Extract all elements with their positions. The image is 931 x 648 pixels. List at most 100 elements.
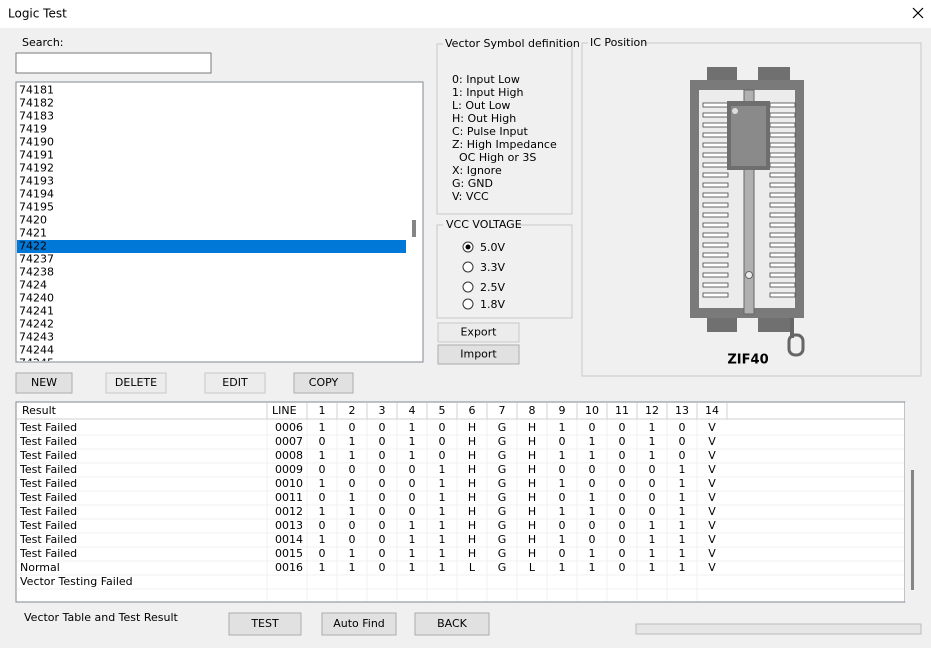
ic-list: 7418174182741837419741907419174192741937…	[17, 84, 406, 370]
table-header-bg	[17, 403, 904, 419]
table-cell: 0	[619, 463, 626, 476]
list-button[interactable]: EDIT	[204, 372, 266, 394]
list-item[interactable]: 74237	[19, 253, 54, 266]
title-bar	[0, 0, 931, 28]
column-header: 3	[379, 404, 386, 417]
table-cell: 1	[319, 477, 326, 490]
table-cell: 0	[349, 519, 356, 532]
symbol-line: L: Out Low	[452, 99, 510, 112]
table-cell: 1	[439, 561, 446, 574]
table-cell: 1	[679, 533, 686, 546]
footer-button[interactable]: TEST	[228, 612, 302, 636]
symbol-line: Z: High Impedance	[452, 138, 557, 151]
button-label: Export	[460, 326, 497, 339]
radio[interactable]	[462, 281, 474, 293]
radio-label[interactable]: 1.8V	[480, 298, 505, 311]
table-cell: L	[469, 561, 476, 574]
pin	[769, 272, 796, 278]
list-item[interactable]: 74190	[19, 136, 54, 149]
table-cell: 0	[409, 463, 416, 476]
button-face	[414, 612, 490, 636]
table-cell: V	[708, 505, 716, 518]
list-item[interactable]: 7420	[19, 214, 47, 227]
radio-label[interactable]: 3.3V	[480, 261, 505, 274]
table-cell: 1	[319, 561, 326, 574]
table-cell: G	[498, 491, 507, 504]
table-cell: 0013	[275, 519, 303, 532]
pin	[702, 122, 729, 128]
list-button[interactable]: COPY	[293, 372, 354, 394]
table-cell: 0	[679, 421, 686, 434]
radio[interactable]	[462, 298, 474, 310]
list-item[interactable]: 74194	[19, 188, 54, 201]
ic-listbox[interactable]	[15, 81, 424, 363]
table-cell: 0	[589, 519, 596, 532]
table-cell: 0	[349, 421, 356, 434]
button-face	[105, 372, 167, 394]
table-cell: 1	[589, 561, 596, 574]
list-item[interactable]: 7424	[19, 279, 47, 292]
table-cell: 0	[379, 519, 386, 532]
list-item[interactable]: 74243	[19, 331, 54, 344]
table-cell: 0016	[275, 561, 303, 574]
radio-label[interactable]: 5.0V	[480, 241, 505, 254]
list-item[interactable]: 74183	[19, 110, 54, 123]
table-cell: H	[528, 547, 536, 560]
list-item[interactable]: 74245	[19, 357, 54, 370]
search-input[interactable]	[15, 52, 212, 74]
io-button[interactable]: Export	[437, 322, 520, 343]
table-scroll-thumb[interactable]	[911, 470, 914, 590]
table-cell: V	[708, 421, 716, 434]
button-label: EDIT	[222, 376, 248, 389]
symbol-group-title: Vector Symbol definition	[445, 37, 580, 50]
table-cell: 1	[319, 421, 326, 434]
table-cell: 1	[349, 449, 356, 462]
symbol-line: X: Ignore	[452, 164, 502, 177]
table-cell: 1	[409, 519, 416, 532]
list-item[interactable]: 74240	[19, 292, 54, 305]
close-button[interactable]	[912, 7, 924, 19]
table-cell: H	[468, 491, 476, 504]
list-item[interactable]: 74192	[19, 162, 54, 175]
table-cell: 1	[409, 435, 416, 448]
button-label: BACK	[437, 617, 468, 630]
zif-socket	[690, 67, 805, 357]
group-title-bg	[588, 37, 644, 49]
list-item[interactable]: 74244	[19, 344, 54, 357]
list-item[interactable]: 74195	[19, 201, 54, 214]
list-item[interactable]: 74241	[19, 305, 54, 318]
list-item[interactable]: 74242	[19, 318, 54, 331]
radio-dot	[465, 244, 471, 250]
list-item[interactable]: 7419	[19, 123, 47, 136]
result-cell: Test Failed	[19, 505, 77, 518]
button-label: Auto Find	[333, 617, 385, 630]
table-cell: 0	[379, 533, 386, 546]
result-cell: Test Failed	[19, 477, 77, 490]
list-item[interactable]: 74181	[19, 84, 54, 97]
radio-label[interactable]: 2.5V	[480, 281, 505, 294]
list-button[interactable]: DELETE	[105, 372, 167, 394]
table-cell: 0	[409, 491, 416, 504]
table-cell: G	[498, 449, 507, 462]
list-scroll-thumb[interactable]	[412, 220, 416, 237]
footer-button[interactable]: BACK	[414, 612, 490, 636]
result-cell: Test Failed	[19, 435, 77, 448]
io-button[interactable]: Import	[437, 344, 520, 365]
table-cell: 0	[379, 491, 386, 504]
table-cell: 1	[649, 449, 656, 462]
footer-button[interactable]: Auto Find	[321, 612, 397, 636]
window-title: Logic Test	[8, 7, 67, 21]
list-item[interactable]: 74191	[19, 149, 54, 162]
pin	[769, 182, 796, 188]
table-cell: G	[498, 477, 507, 490]
radio[interactable]	[462, 261, 474, 273]
table-cell: H	[468, 421, 476, 434]
table-cell: H	[528, 477, 536, 490]
button-label: COPY	[309, 376, 339, 389]
list-item[interactable]: 74238	[19, 266, 54, 279]
list-item[interactable]: 74182	[19, 97, 54, 110]
list-item[interactable]: 7421	[19, 227, 47, 240]
list-button[interactable]: NEW	[15, 372, 73, 394]
list-item[interactable]: 74193	[19, 175, 54, 188]
list-item[interactable]: 7422	[19, 240, 47, 253]
